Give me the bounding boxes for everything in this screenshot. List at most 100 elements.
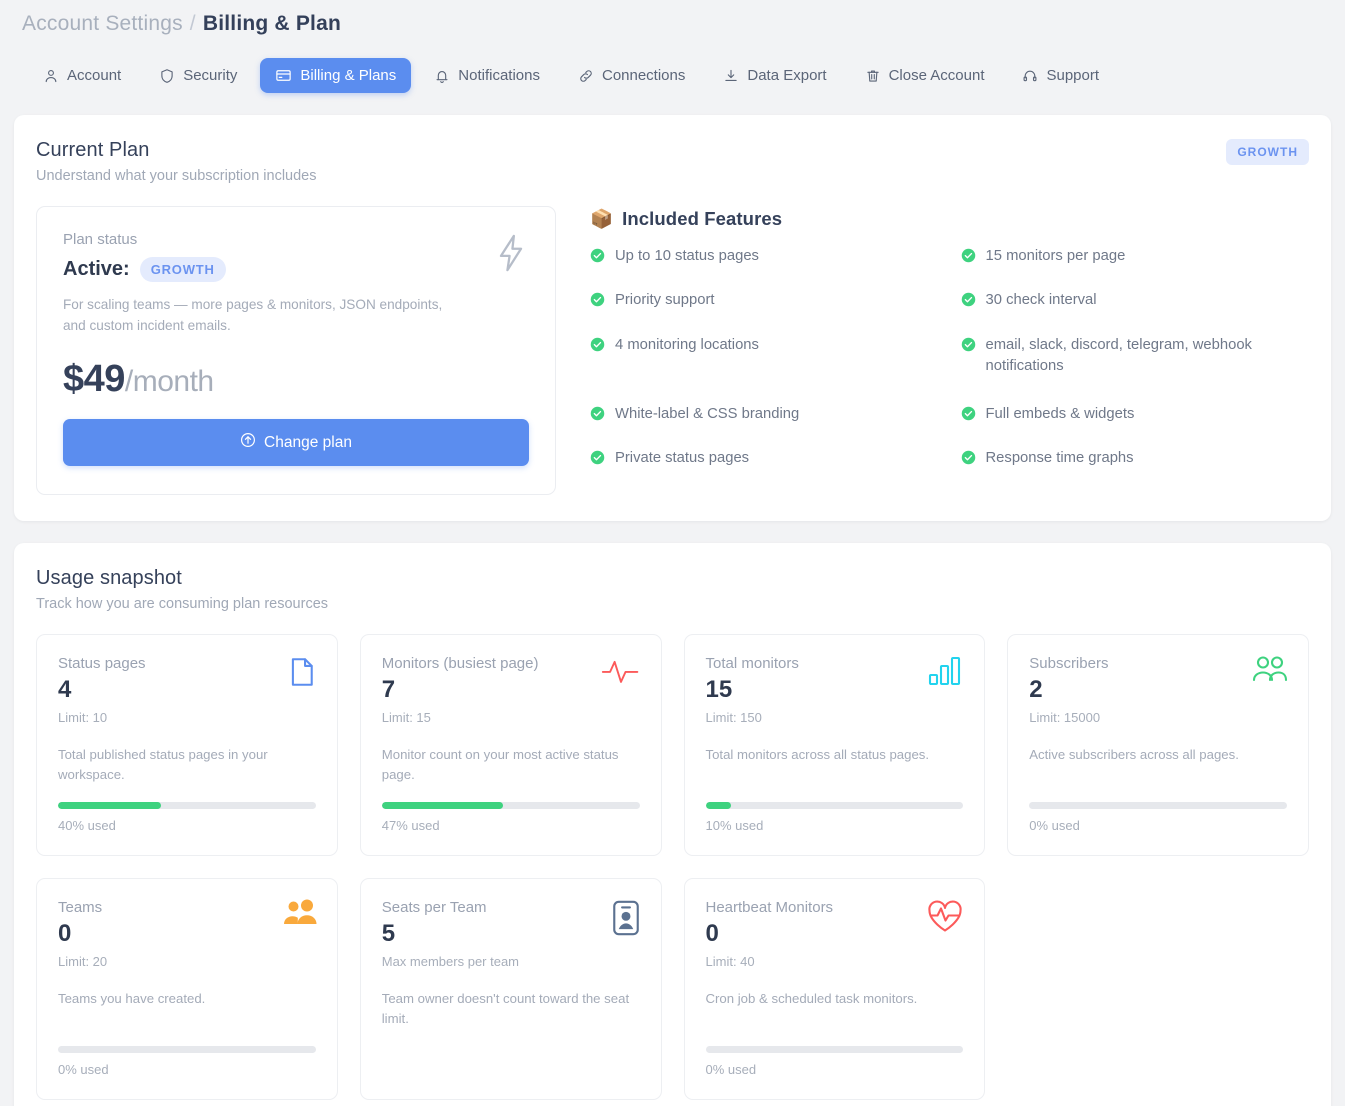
- usage-card-label: Total monitors: [705, 655, 799, 673]
- usage-card-limit: Limit: 20: [58, 954, 108, 970]
- feature-label: Response time graphs: [985, 450, 1134, 467]
- progress-track: [58, 1046, 316, 1054]
- headset-icon: [1022, 68, 1038, 84]
- progress-track: [58, 802, 316, 810]
- tab-label: Billing & Plans: [300, 67, 397, 84]
- check-circle-icon: [590, 248, 605, 270]
- document-icon: [287, 658, 317, 693]
- plan-active-row: Active: GROWTH: [63, 257, 529, 282]
- progress-fill: [381, 802, 503, 810]
- current-plan-title: Current Plan: [36, 139, 150, 161]
- feature-item: Full embeds & widgets: [961, 404, 1310, 428]
- download-icon: [723, 68, 739, 84]
- link-icon: [578, 68, 594, 84]
- plan-active-label: Active:: [63, 258, 130, 280]
- plan-status-label: Plan status: [63, 231, 138, 248]
- usage-snapshot-panel: Usage snapshot Track how you are consumi…: [14, 543, 1331, 1106]
- users-icon: [1252, 656, 1288, 689]
- usage-percent-label: 0% used: [1029, 818, 1080, 834]
- usage-card-limit: Limit: 40: [705, 954, 755, 970]
- feature-label: email, slack, discord, telegram, webhook…: [985, 336, 1252, 375]
- feature-label: Up to 10 status pages: [615, 248, 759, 264]
- check-circle-icon: [961, 292, 976, 314]
- progress-fill: [58, 802, 162, 810]
- tab-label: Notifications: [458, 67, 540, 84]
- check-circle-icon: [961, 248, 976, 270]
- tab-security[interactable]: Security: [144, 58, 252, 93]
- usage-card-description: Total published status pages in your wor…: [58, 747, 268, 782]
- plan-tier-badge: GROWTH: [139, 257, 226, 282]
- feature-label: Full embeds & widgets: [985, 405, 1135, 422]
- tab-label: Support: [1046, 67, 1100, 84]
- usage-card-description: Teams you have created.: [58, 991, 206, 1007]
- tab-label: Close Account: [888, 67, 985, 84]
- usage-card-label: Status pages: [58, 655, 146, 673]
- feature-item: Priority support: [590, 290, 939, 314]
- progress-track: [705, 1046, 964, 1054]
- feature-item: Up to 10 status pages: [590, 246, 939, 270]
- check-circle-icon: [961, 337, 976, 359]
- trash-icon: [865, 68, 881, 84]
- usage-progress: 0% used: [705, 1032, 964, 1077]
- breadcrumb: Account Settings / Billing & Plan: [0, 0, 1345, 36]
- breadcrumb-separator: /: [189, 12, 196, 35]
- usage-card: Total monitors 15 Limit: 150 Total monitors…: [683, 634, 986, 857]
- usage-card-value: 0: [705, 920, 719, 948]
- usage-card: Seats per Team 5 Max members per team Team …: [359, 878, 662, 1101]
- tab-close-account[interactable]: Close Account: [850, 58, 1000, 93]
- tab-connections[interactable]: Connections: [563, 58, 700, 93]
- current-plan-subtitle: Understand what your subscription includ…: [36, 168, 317, 184]
- lightning-bolt-icon: [493, 233, 529, 278]
- usage-card-value: 15: [705, 676, 733, 704]
- usage-card-limit: Limit: 10: [58, 710, 108, 726]
- tab-label: Data Export: [747, 67, 827, 84]
- usage-card: Teams 0 Limit: 20 Teams you have created. 0%…: [36, 878, 338, 1101]
- package-box-icon: 📦: [590, 208, 614, 229]
- tab-notifications[interactable]: Notifications: [419, 58, 555, 93]
- usage-card-description: Team owner doesn't count toward the seat…: [381, 991, 630, 1026]
- tab-data-export[interactable]: Data Export: [708, 58, 841, 93]
- tab-billing-plans[interactable]: Billing & Plans: [260, 58, 412, 93]
- usage-progress: 10% used: [705, 788, 964, 833]
- usage-card-description: Active subscribers across all pages.: [1029, 747, 1239, 763]
- feature-label: White-label & CSS branding: [615, 405, 800, 422]
- usage-percent-label: 40% used: [58, 818, 116, 834]
- tab-support[interactable]: Support: [1007, 58, 1114, 93]
- usage-progress: 47% used: [381, 788, 640, 833]
- usage-card-label: Heartbeat Monitors: [705, 899, 834, 917]
- tab-label: Account: [67, 67, 122, 84]
- feature-item: Response time graphs: [961, 448, 1310, 472]
- user-icon: [43, 68, 59, 84]
- breadcrumb-parent[interactable]: Account Settings: [22, 12, 183, 35]
- tab-label: Connections: [601, 67, 686, 84]
- usage-card-limit: Limit: 15: [381, 710, 431, 726]
- tab-label: Security: [183, 67, 238, 84]
- usage-card: Status pages 4 Limit: 10 Total published st…: [36, 634, 338, 857]
- settings-tabs: Account Security Billing & Plans Notificati…: [0, 36, 1345, 93]
- usage-card-label: Monitors (busiest page): [381, 655, 539, 673]
- usage-progress: 0% used: [58, 1032, 316, 1077]
- usage-card-limit: Limit: 15000: [1029, 710, 1101, 726]
- credit-card-icon: [275, 67, 292, 84]
- usage-subtitle: Track how you are consuming plan resourc…: [36, 596, 329, 613]
- team-people-icon: [283, 899, 317, 933]
- page-title: Billing & Plan: [202, 12, 341, 35]
- progress-fill: [705, 802, 732, 810]
- id-badge-icon: [611, 900, 641, 941]
- usage-card-label: Seats per Team: [381, 899, 487, 917]
- usage-card-value: 5: [381, 920, 396, 948]
- feature-item: 30 check interval: [961, 290, 1310, 314]
- usage-progress: 40% used: [58, 788, 316, 833]
- change-plan-button[interactable]: Change plan: [63, 419, 529, 467]
- plan-description: For scaling teams — more pages & monitor…: [63, 297, 443, 334]
- status-badge: GROWTH: [1226, 139, 1309, 165]
- current-plan-panel: Current Plan Understand what your subscr…: [14, 115, 1331, 522]
- feature-label: Priority support: [615, 292, 715, 309]
- feature-item: email, slack, discord, telegram, webhook…: [961, 335, 1310, 378]
- bar-chart-icon: [928, 657, 964, 691]
- check-circle-icon: [961, 450, 976, 472]
- usage-card-label: Subscribers: [1029, 655, 1109, 673]
- tab-account[interactable]: Account: [28, 58, 136, 93]
- feature-item: 15 monitors per page: [961, 246, 1310, 270]
- features-grid-secondary: White-label & CSS branding Full embeds & …: [590, 404, 1309, 473]
